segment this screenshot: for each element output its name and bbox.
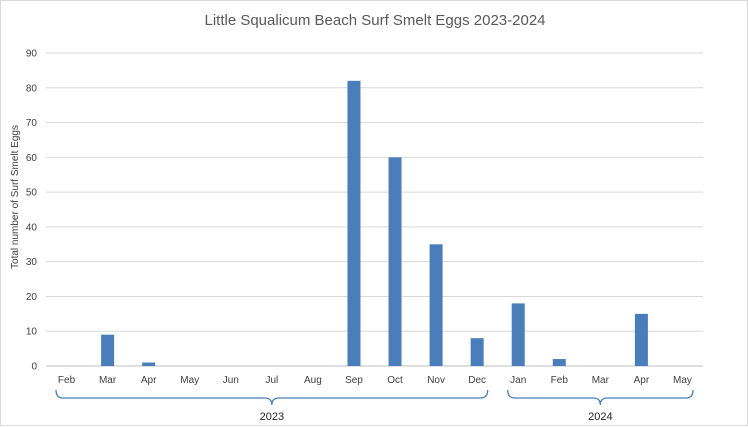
- bar: [552, 359, 566, 366]
- y-axis-ticks: 0 10 20 30 40 50 60 70 80 90: [26, 49, 38, 373]
- bar: [429, 244, 443, 366]
- year-label: 2023: [260, 411, 284, 423]
- x-tick-label: Sep: [345, 375, 363, 386]
- y-tick-label: 40: [26, 222, 38, 233]
- bars: [101, 80, 648, 367]
- bar: [470, 338, 484, 366]
- bar: [142, 362, 156, 366]
- bar: [634, 313, 648, 366]
- year-label: 2024: [588, 411, 612, 423]
- year-brace: [507, 389, 694, 406]
- x-tick-label: May: [180, 375, 199, 386]
- x-tick-label: Jul: [265, 375, 278, 386]
- x-axis-ticks: Feb Mar Apr May Jun Jul Aug Sep Oct Nov Dec Jan Feb M…: [58, 375, 692, 386]
- x-tick-label: Dec: [468, 375, 486, 386]
- x-tick-label: Feb: [58, 375, 76, 386]
- chart-title: Little Squalicum Beach Surf Smelt Eggs 2…: [204, 12, 545, 29]
- bar: [101, 334, 115, 366]
- y-tick-label: 20: [26, 292, 38, 303]
- y-tick-label: 50: [26, 188, 38, 199]
- y-tick-label: 90: [26, 49, 38, 60]
- x-tick-label: Aug: [304, 375, 322, 386]
- x-tick-label: Apr: [634, 375, 650, 386]
- year-brace: [55, 389, 489, 406]
- x-tick-label: Apr: [141, 375, 157, 386]
- x-tick-label: Nov: [427, 375, 445, 386]
- x-tick-label: Mar: [592, 375, 610, 386]
- x-tick-label: Mar: [99, 375, 117, 386]
- bar: [347, 80, 361, 367]
- gridlines: [46, 52, 703, 367]
- y-tick-label: 30: [26, 257, 38, 268]
- y-tick-label: 70: [26, 118, 38, 129]
- x-tick-label: Feb: [551, 375, 569, 386]
- bar: [388, 157, 402, 366]
- y-tick-label: 10: [26, 327, 38, 338]
- x-tick-label: May: [673, 375, 692, 386]
- year-groups: 2023 2024: [55, 389, 694, 423]
- y-tick-label: 0: [31, 362, 37, 373]
- y-tick-label: 60: [26, 153, 38, 164]
- x-tick-label: Jan: [510, 375, 526, 386]
- y-axis-label: Total number of Surf Smelt Eggs: [10, 125, 21, 269]
- x-tick-label: Oct: [387, 375, 403, 386]
- x-tick-label: Jun: [223, 375, 239, 386]
- bar: [511, 303, 525, 366]
- y-tick-label: 80: [26, 83, 38, 94]
